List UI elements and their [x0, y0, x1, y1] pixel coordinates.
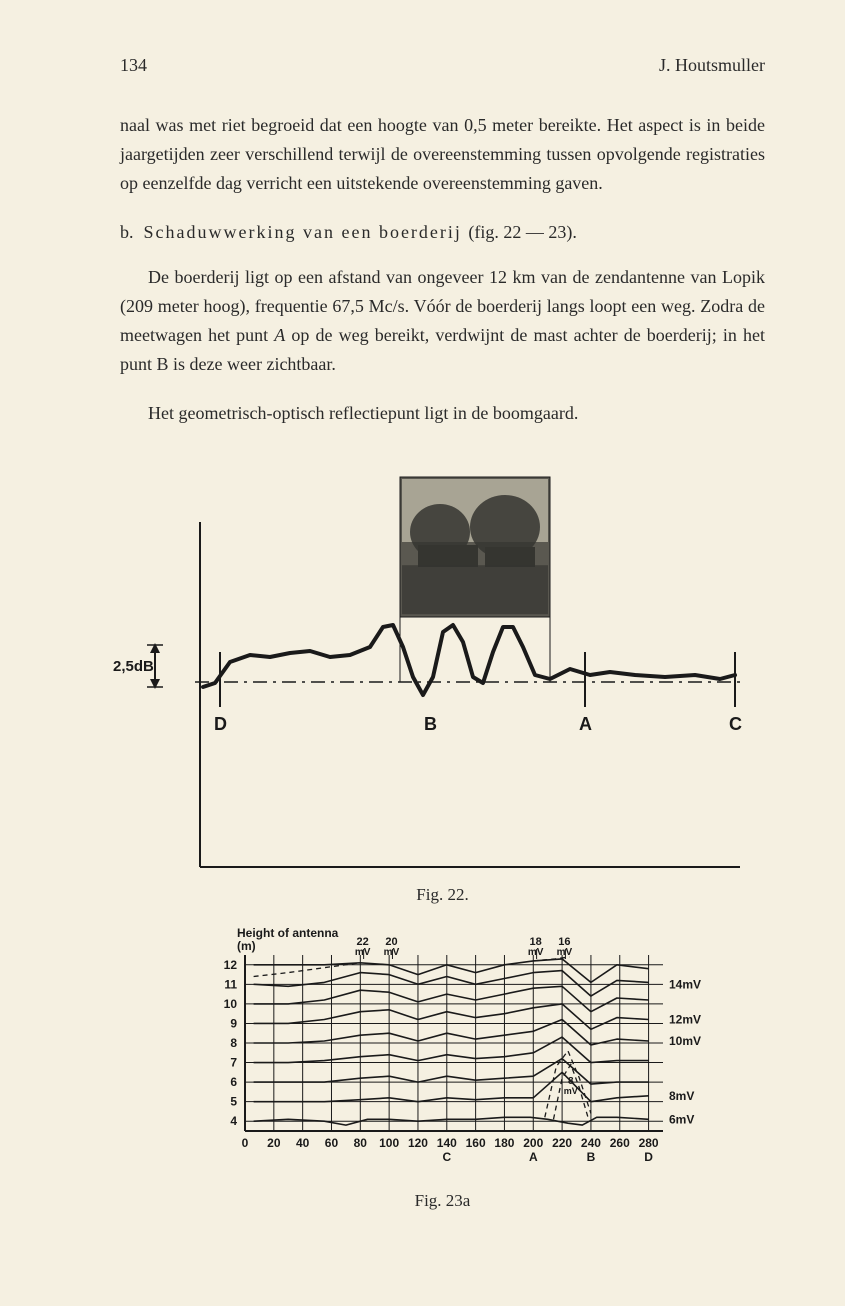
svg-text:6mV: 6mV — [669, 1113, 694, 1127]
svg-text:80: 80 — [353, 1136, 367, 1150]
svg-text:100: 100 — [379, 1136, 399, 1150]
figure-22: 2,5dB D B A C — [95, 447, 755, 877]
section-title: Schaduwwerking van een boerderij — [144, 222, 462, 242]
paragraph-1: naal was met riet begroeid dat een hoogt… — [120, 111, 765, 197]
svg-text:D: D — [214, 714, 227, 734]
figure-23a: Height of antenna(m)12 11 10 9 8 7 6 5 40 20 40 60 8… — [183, 923, 703, 1183]
svg-text:11: 11 — [224, 978, 237, 992]
paragraph-3: Het geometrisch-optisch reflectiepunt li… — [120, 399, 765, 428]
svg-text:280: 280 — [638, 1136, 658, 1150]
svg-text:12mV: 12mV — [669, 1013, 701, 1027]
svg-text:4: 4 — [230, 1115, 237, 1129]
svg-text:C: C — [729, 714, 742, 734]
svg-text:10mV: 10mV — [669, 1034, 701, 1048]
svg-text:7: 7 — [230, 1056, 237, 1070]
section-heading-b: b. Schaduwwerking van een boerderij (fig.… — [120, 222, 765, 243]
svg-text:mV: mV — [563, 1086, 577, 1096]
svg-text:180: 180 — [494, 1136, 514, 1150]
svg-text:A: A — [528, 1150, 537, 1164]
svg-text:6: 6 — [230, 1075, 237, 1089]
svg-text:9: 9 — [230, 1017, 237, 1031]
svg-text:240: 240 — [580, 1136, 600, 1150]
svg-text:12: 12 — [223, 958, 237, 972]
svg-text:5: 5 — [230, 1095, 237, 1109]
svg-text:B: B — [586, 1150, 595, 1164]
svg-text:20: 20 — [267, 1136, 281, 1150]
svg-text:60: 60 — [324, 1136, 338, 1150]
section-prefix: b. — [120, 222, 134, 242]
svg-text:2,5dB: 2,5dB — [113, 658, 154, 675]
svg-text:8: 8 — [230, 1036, 237, 1050]
svg-text:mV: mV — [527, 947, 543, 958]
section-suffix: (fig. 22 — 23). — [468, 222, 576, 242]
svg-text:10: 10 — [223, 997, 237, 1011]
svg-text:mV: mV — [556, 947, 572, 958]
figure-23a-caption: Fig. 23a — [120, 1191, 765, 1211]
paragraph-2: De boerderij ligt op een afstand van ong… — [120, 263, 765, 378]
figure-22-caption: Fig. 22. — [120, 885, 765, 905]
svg-text:160: 160 — [465, 1136, 485, 1150]
svg-text:120: 120 — [407, 1136, 427, 1150]
svg-text:8mV: 8mV — [669, 1089, 694, 1103]
svg-text:0: 0 — [241, 1136, 248, 1150]
svg-text:14mV: 14mV — [669, 978, 701, 992]
svg-text:mV: mV — [383, 947, 399, 958]
svg-text:D: D — [644, 1150, 653, 1164]
svg-text:200: 200 — [523, 1136, 543, 1150]
svg-text:Height of antenna: Height of antenna — [237, 926, 339, 940]
svg-text:B: B — [424, 714, 437, 734]
svg-text:(m): (m) — [237, 939, 256, 953]
svg-text:260: 260 — [609, 1136, 629, 1150]
svg-text:40: 40 — [295, 1136, 309, 1150]
svg-text:mV: mV — [354, 947, 370, 958]
svg-text:A: A — [579, 714, 592, 734]
svg-text:C: C — [442, 1150, 451, 1164]
page-number: 134 — [120, 55, 147, 76]
svg-text:220: 220 — [552, 1136, 572, 1150]
svg-text:140: 140 — [436, 1136, 456, 1150]
author-name: J. Houtsmuller — [659, 55, 765, 76]
